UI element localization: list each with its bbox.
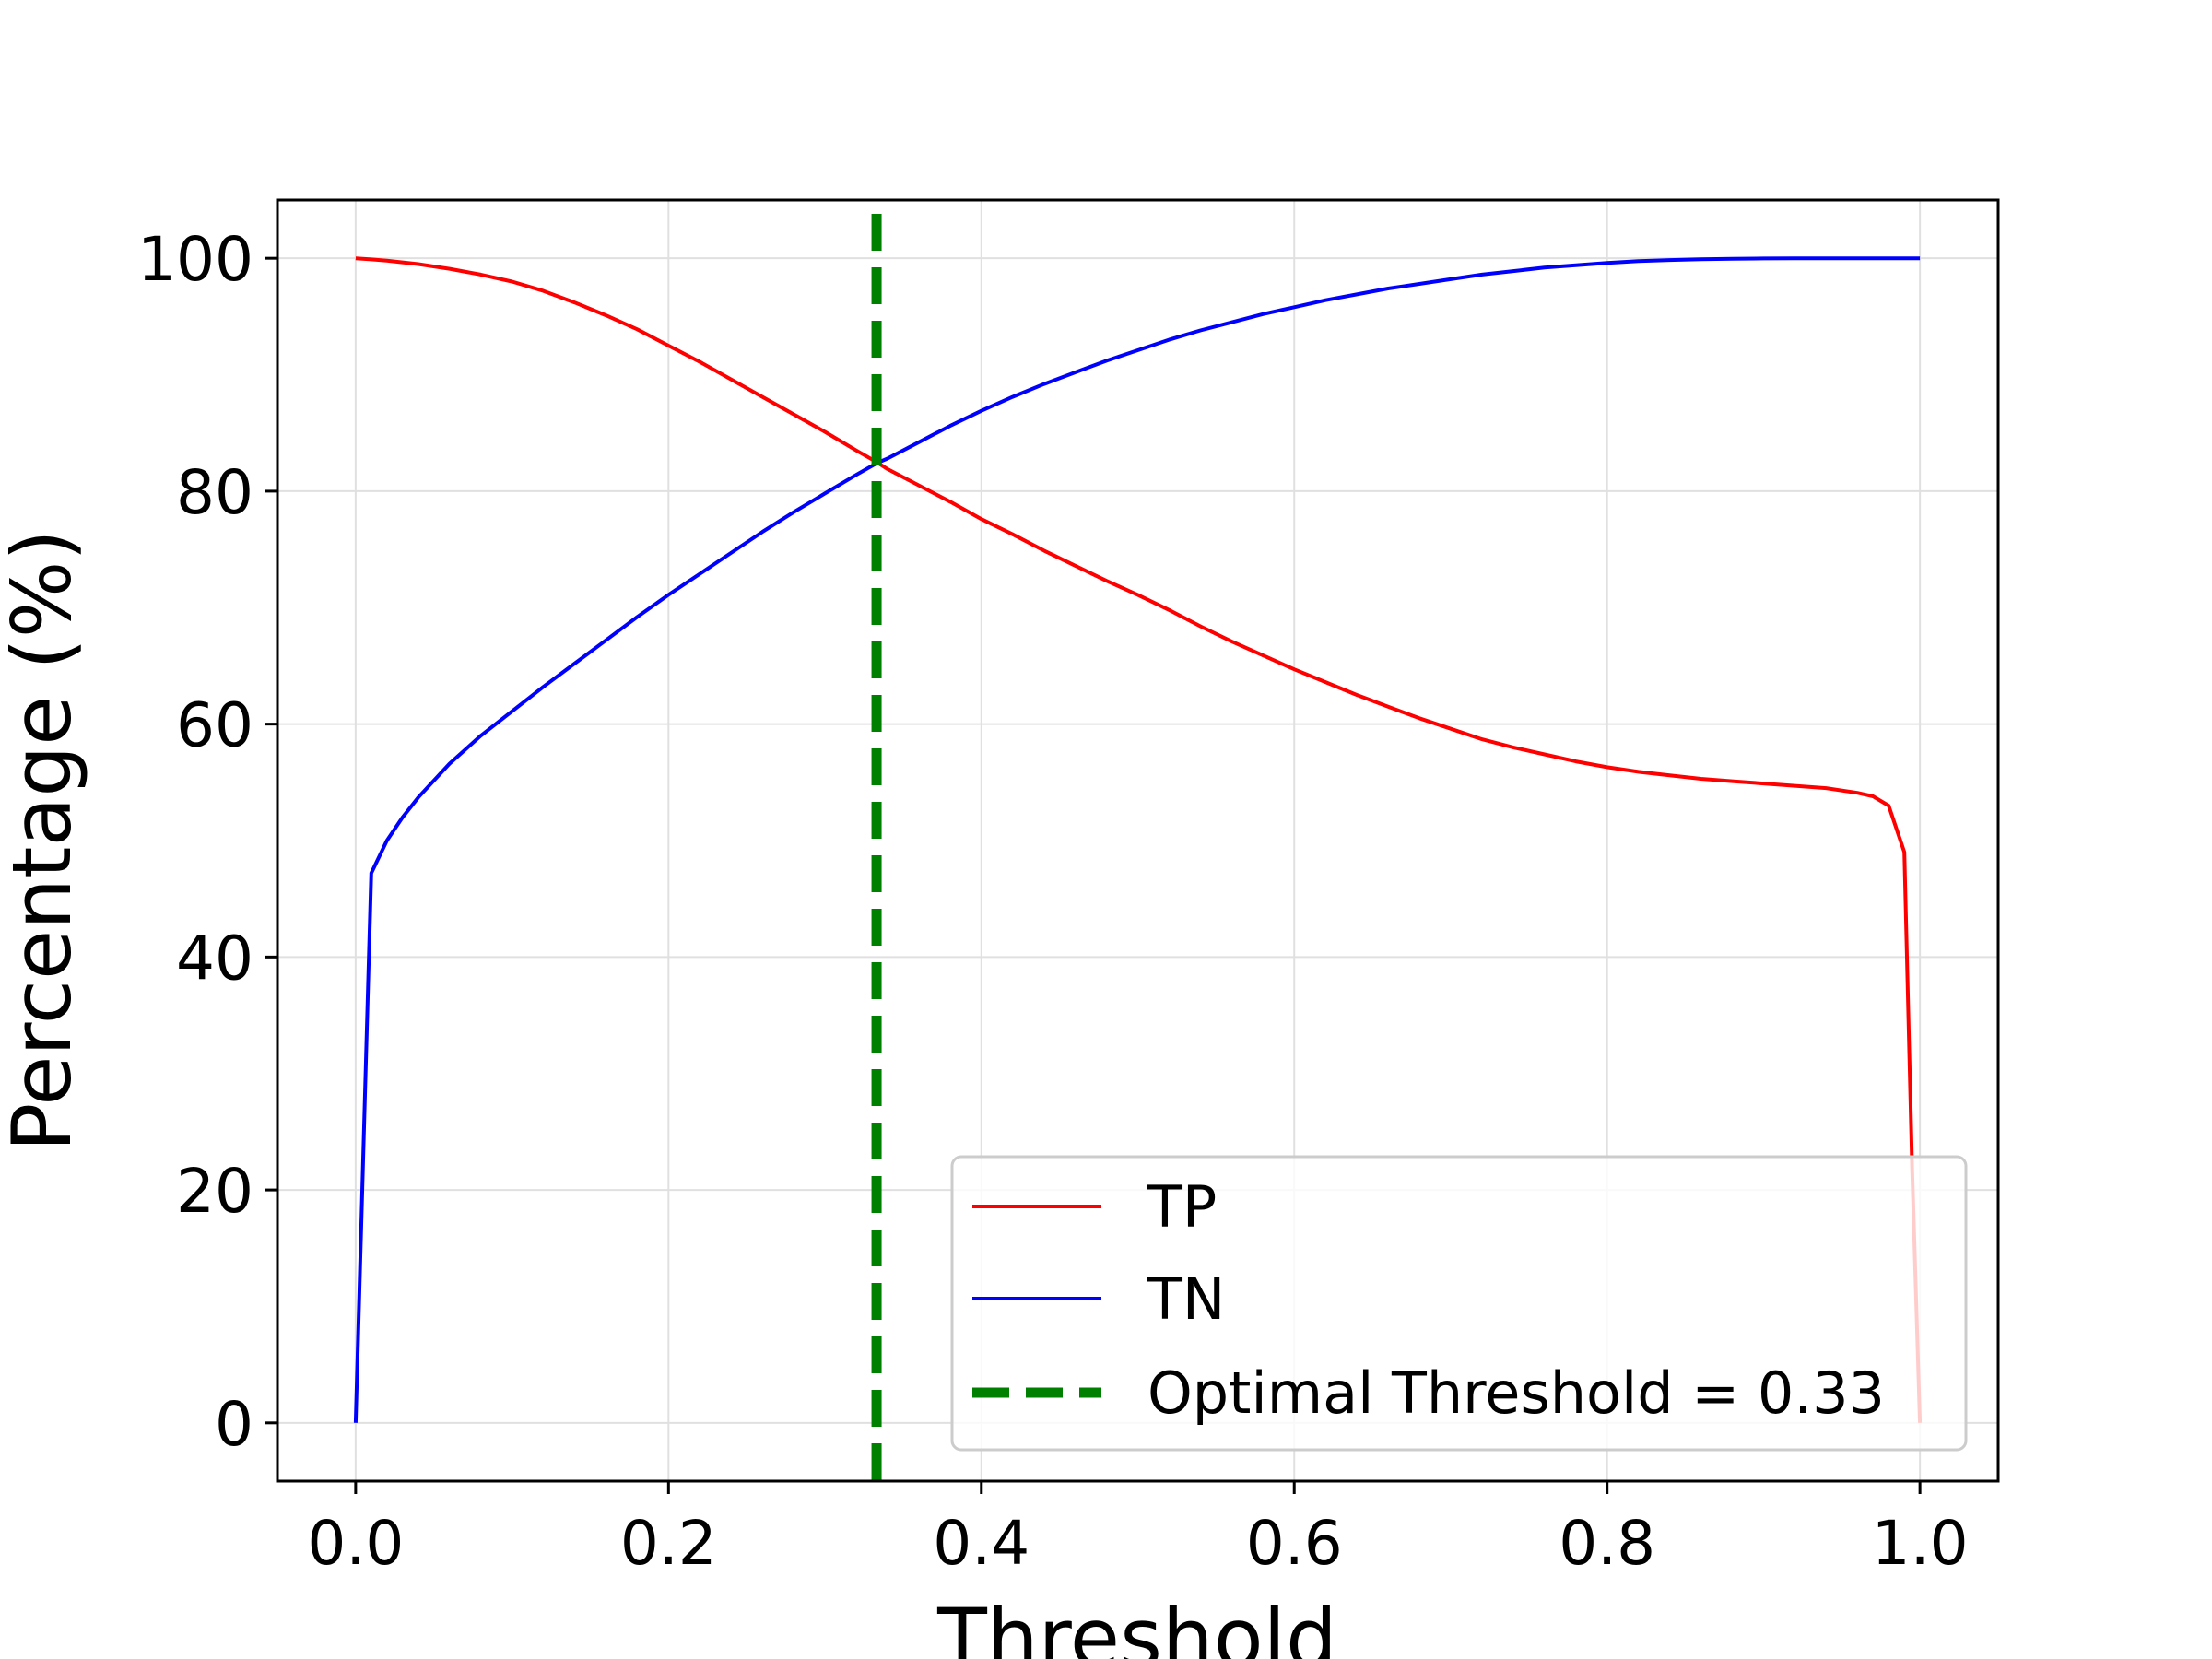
y-tick-label: 40 <box>176 923 253 994</box>
y-axis-title: Percentage (%) <box>0 529 89 1151</box>
legend: TP TN Optimal Threshold = 0.33 <box>950 1155 1968 1452</box>
legend-box <box>950 1155 1968 1452</box>
grid <box>277 200 1998 1481</box>
y-tick-label: 0 <box>215 1389 253 1460</box>
x-tick-label: 0.6 <box>1246 1508 1343 1579</box>
y-tick-label: 60 <box>176 690 253 761</box>
x-tick-label: 0.0 <box>307 1508 404 1579</box>
x-tick-label: 0.2 <box>620 1508 717 1579</box>
axis-ticks: 0.0 0.2 0.4 0.6 0.8 1.0 0 20 40 60 80 100 <box>137 224 1969 1579</box>
x-tick-label: 1.0 <box>1872 1508 1969 1579</box>
legend-label-tn: TN <box>1147 1265 1225 1333</box>
y-tick-label: 80 <box>176 457 253 528</box>
series-layer <box>353 214 1923 1481</box>
x-tick-label: 0.8 <box>1559 1508 1655 1579</box>
y-tick-label: 20 <box>176 1156 253 1227</box>
legend-label-tp: TP <box>1147 1173 1217 1241</box>
x-axis-title: Threshold <box>936 1591 1337 1659</box>
legend-label-optimal-threshold: Optimal Threshold = 0.33 <box>1147 1359 1885 1427</box>
series-line-tn <box>353 256 1921 1423</box>
series-line-tp <box>355 256 1923 1423</box>
plot-area-frame <box>276 198 2000 1483</box>
x-tick-label: 0.4 <box>933 1508 1030 1579</box>
y-tick-label: 100 <box>137 224 253 295</box>
